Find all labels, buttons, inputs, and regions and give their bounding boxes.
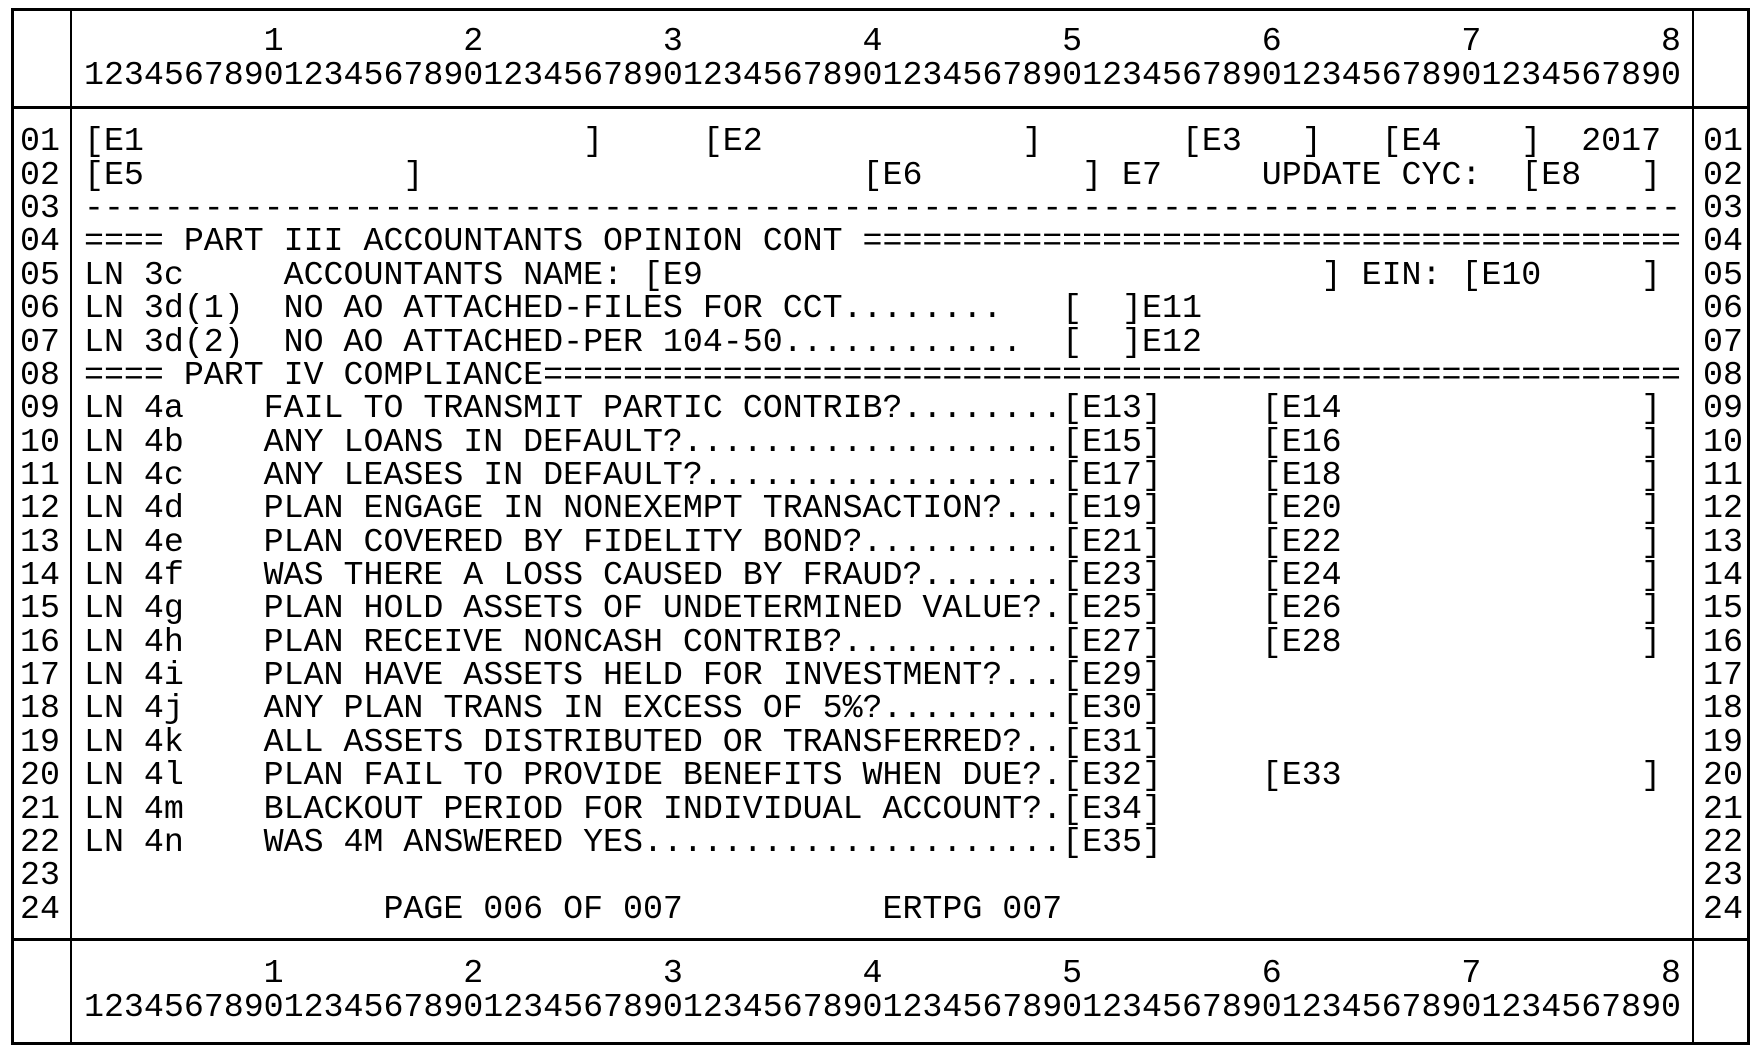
row-number-left: 22	[20, 822, 60, 861]
screen-line: LN 4d PLAN ENGAGE IN NONEXEMPT TRANSACTI…	[84, 489, 1662, 528]
row-number-right: 12	[1703, 489, 1743, 528]
row-number-right: 13	[1703, 522, 1743, 561]
row-number-left: 18	[20, 689, 60, 728]
top-ruler-units: 1234567890123456789012345678901234567890…	[84, 56, 1682, 94]
row-number-left: 01	[20, 122, 60, 161]
row-number-right: 14	[1703, 556, 1743, 594]
row-number-left: 15	[20, 589, 60, 628]
screen-line: LN 4i PLAN HAVE ASSETS HELD FOR INVESTME…	[84, 656, 1162, 695]
screen-line: LN 4n WAS 4M ANSWERED YES...............…	[84, 822, 1162, 861]
row-number-left: 17	[20, 656, 60, 695]
row-number-right: 01	[1703, 122, 1743, 161]
row-number-left: 23	[20, 856, 60, 895]
row-number-left: 08	[20, 355, 60, 394]
screen-line: ==== PART III ACCOUNTANTS OPINION CONT =…	[84, 222, 1682, 261]
row-number-left: 12	[20, 489, 60, 528]
bottom-ruler-divider	[11, 938, 1750, 941]
screen-line: LN 4g PLAN HOLD ASSETS OF UNDETERMINED V…	[84, 589, 1662, 628]
row-number-right: 02	[1703, 155, 1743, 194]
row-number-right: 23	[1703, 856, 1743, 895]
top-ruler-tens: 1 2 3 4 5 6 7 8	[84, 22, 1682, 60]
screen-line: LN 4f WAS THERE A LOSS CAUSED BY FRAUD?.…	[84, 556, 1662, 594]
left-row-number-divider	[70, 8, 72, 1045]
row-number-left: 06	[20, 289, 60, 328]
screen-line: [E5 ] [E6 ] E7 UPDATE CYC: [E8 ]	[84, 155, 1662, 194]
row-number-right: 24	[1703, 889, 1743, 928]
bottom-ruler-tens: 1 2 3 4 5 6 7 8	[84, 954, 1682, 992]
row-number-right: 11	[1703, 455, 1743, 494]
row-number-left: 11	[20, 455, 60, 494]
screen-line: LN 4j ANY PLAN TRANS IN EXCESS OF 5%?...…	[84, 689, 1162, 728]
right-row-number-divider	[1692, 8, 1694, 1045]
screen-line: LN 4k ALL ASSETS DISTRIBUTED OR TRANSFER…	[84, 722, 1162, 761]
screen-line: [E1 ] [E2 ] [E3 ] [E4 ] 2017	[84, 122, 1662, 161]
screen-line: ----------------------------------------…	[84, 189, 1682, 227]
row-number-right: 17	[1703, 656, 1743, 695]
row-number-left: 07	[20, 322, 60, 361]
row-number-left: 02	[20, 155, 60, 194]
screen-line: ==== PART IV COMPLIANCE=================…	[84, 355, 1682, 394]
row-number-left: 10	[20, 422, 60, 461]
row-number-right: 08	[1703, 355, 1743, 394]
row-number-right: 10	[1703, 422, 1743, 461]
row-number-right: 20	[1703, 756, 1743, 795]
screen-line: LN 4b ANY LOANS IN DEFAULT?.............…	[84, 422, 1662, 461]
screen-line: LN 3d(2) NO AO ATTACHED-PER 104-50......…	[84, 322, 1202, 361]
screen-line: LN 4e PLAN COVERED BY FIDELITY BOND?....…	[84, 522, 1662, 561]
screen-line: PAGE 006 OF 007 ERTPG 007	[84, 889, 1063, 928]
screen-line: LN 4c ANY LEASES IN DEFAULT?............…	[84, 455, 1662, 494]
row-number-right: 07	[1703, 322, 1743, 361]
screen-line: LN 4m BLACKOUT PERIOD FOR INDIVIDUAL ACC…	[84, 789, 1162, 828]
row-number-left: 13	[20, 522, 60, 561]
row-number-right: 04	[1703, 222, 1743, 261]
screen-line: LN 4h PLAN RECEIVE NONCASH CONTRIB?.....…	[84, 622, 1662, 661]
screen-line: LN 4l PLAN FAIL TO PROVIDE BENEFITS WHEN…	[84, 756, 1662, 795]
row-number-right: 06	[1703, 289, 1743, 328]
row-number-left: 24	[20, 889, 60, 928]
row-number-left: 20	[20, 756, 60, 795]
row-number-right: 09	[1703, 389, 1743, 428]
row-number-left: 03	[20, 189, 60, 227]
row-number-right: 18	[1703, 689, 1743, 728]
row-number-left: 04	[20, 222, 60, 261]
row-number-right: 05	[1703, 255, 1743, 294]
row-number-left: 09	[20, 389, 60, 428]
row-number-right: 22	[1703, 822, 1743, 861]
row-number-right: 03	[1703, 189, 1743, 227]
row-number-left: 16	[20, 622, 60, 661]
top-ruler-divider	[11, 106, 1750, 109]
screen-line: LN 3c ACCOUNTANTS NAME: [E9 ] EIN: [E10 …	[84, 255, 1662, 294]
screen-line: LN 3d(1) NO AO ATTACHED-FILES FOR CCT...…	[84, 289, 1202, 328]
screen-layout-frame	[11, 8, 1750, 1045]
row-number-right: 15	[1703, 589, 1743, 628]
row-number-left: 05	[20, 255, 60, 294]
screen-line: LN 4a FAIL TO TRANSMIT PARTIC CONTRIB?..…	[84, 389, 1662, 428]
row-number-right: 21	[1703, 789, 1743, 828]
row-number-right: 19	[1703, 722, 1743, 761]
row-number-left: 21	[20, 789, 60, 828]
row-number-left: 14	[20, 556, 60, 594]
bottom-ruler-units: 1234567890123456789012345678901234567890…	[84, 988, 1682, 1026]
row-number-right: 16	[1703, 622, 1743, 661]
row-number-left: 19	[20, 722, 60, 761]
